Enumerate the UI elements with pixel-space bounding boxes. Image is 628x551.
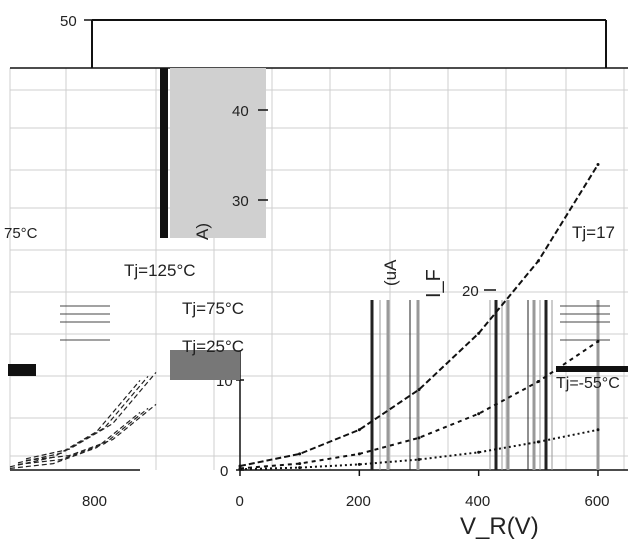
x-tick-label-600: 600	[585, 493, 610, 510]
ylabel-fragment-right: (uA	[381, 259, 400, 286]
temp-label-1: Tj=75°C	[182, 299, 244, 318]
left-fan-0-1	[17, 376, 149, 464]
series-0-point-0	[238, 464, 242, 468]
temperature-labels: Tj=125°C Tj=75°C Tj=25°C	[124, 261, 244, 356]
x-axis-label: V_R(V)	[460, 513, 539, 540]
overlay-ytick-40: 40	[232, 103, 249, 120]
series-2-point-1	[298, 466, 302, 470]
temp-label-2: Tj=25°C	[182, 337, 244, 356]
left-fan-0-0	[9, 380, 141, 468]
series-2-point-0	[238, 467, 242, 471]
series-1-point-1	[298, 462, 302, 466]
x-tick-label-0: 0	[236, 493, 244, 510]
overlay-ytick-0: 0	[220, 463, 228, 480]
right-temp-top: Tj=17	[572, 223, 615, 242]
series-1-point-2	[357, 452, 361, 456]
ylabel-fragment-left: A)	[193, 223, 212, 240]
series-2-point-3	[417, 458, 421, 462]
series-0-point-6	[596, 162, 600, 166]
gray-block	[170, 350, 240, 380]
series-layer	[9, 162, 600, 471]
x-tick-label-200: 200	[346, 493, 371, 510]
right-black-block	[556, 366, 628, 372]
left-fan-1-0	[9, 411, 141, 469]
series-2-point-5	[536, 440, 540, 444]
dark-bar-1	[160, 68, 168, 238]
series-0-point-2	[357, 428, 361, 432]
series-2-point-6	[596, 428, 600, 432]
series-0-point-1	[298, 452, 302, 456]
x-tick-label-400: 400	[465, 493, 490, 510]
top-axis-frame	[10, 19, 628, 69]
series-1-point-5	[536, 380, 540, 384]
light-gray-panel	[170, 68, 266, 238]
left-fan-1-1	[17, 407, 149, 465]
overlay-ytick-30: 30	[232, 193, 249, 210]
background-grid	[9, 68, 628, 470]
series-0-point-5	[536, 259, 540, 263]
series-1-point-3	[417, 436, 421, 440]
series-0-point-4	[477, 331, 481, 335]
temp-label-0: Tj=125°C	[124, 261, 196, 280]
y-top-tick-label: 50	[60, 13, 77, 30]
left-temp-fragment: 75°C	[4, 225, 38, 242]
left-fan-0-2	[25, 372, 157, 460]
right-temp-bottom: Tj=-55°C	[556, 375, 620, 392]
glitch-stripes	[8, 300, 628, 470]
left-black-block	[8, 364, 36, 376]
left-fan-1-2	[25, 403, 157, 461]
x-tick-labels: 0 200 400 600	[236, 470, 610, 510]
series-2-point-2	[357, 462, 361, 466]
series-2-point-4	[477, 450, 481, 454]
left-xtick-800: 800	[82, 493, 107, 510]
series-0-point-3	[417, 388, 421, 392]
series-1-point-6	[596, 339, 600, 343]
series-1-point-4	[477, 412, 481, 416]
ylabel-if: I_F	[423, 269, 445, 298]
overlay-ytick-20: 20	[462, 283, 479, 300]
overlay-ticks	[236, 109, 496, 471]
